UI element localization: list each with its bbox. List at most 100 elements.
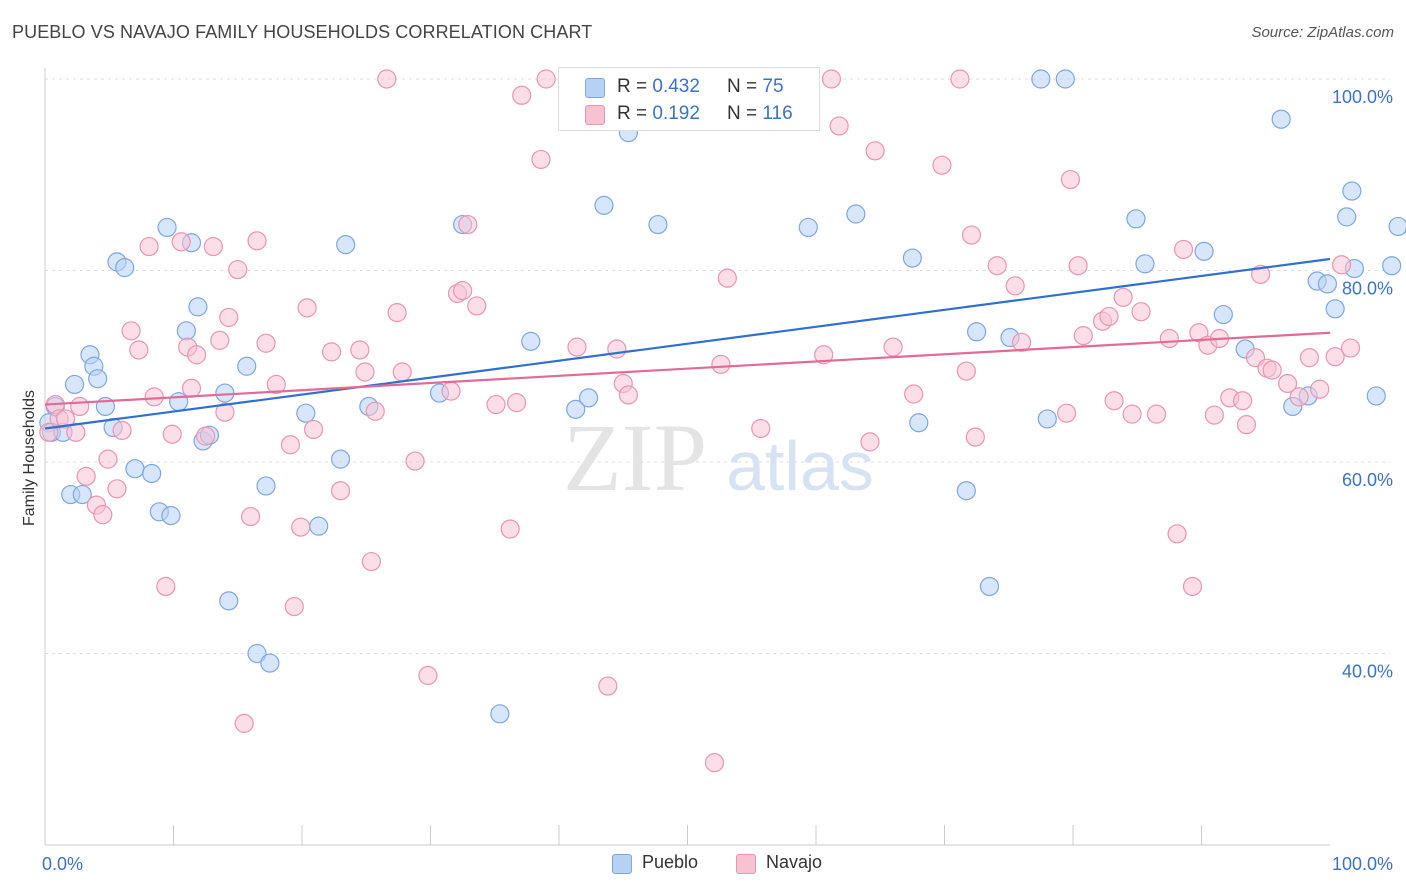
navajo-point (467, 296, 487, 316)
navajo-point (965, 427, 985, 447)
navajo-point (1131, 302, 1151, 322)
pueblo-r-value: 0.432 (652, 76, 700, 97)
pueblo-point (219, 591, 239, 611)
pueblo-point (521, 331, 541, 351)
pueblo-point (247, 643, 267, 664)
navajo-point (418, 665, 438, 686)
y-tick-label: 60.0% (1342, 470, 1393, 490)
navajo-point (1204, 405, 1224, 425)
pueblo-point (88, 369, 108, 389)
navajo-point (1299, 348, 1320, 368)
watermark: ZIP atlas (563, 404, 874, 511)
navajo-point (1104, 391, 1124, 411)
navajo-point (139, 236, 159, 257)
navajo-point (107, 479, 127, 499)
pueblo-point (956, 481, 976, 501)
navajo-point (904, 384, 924, 404)
navajo-point (129, 340, 149, 360)
navajo-trend-line (44, 331, 1331, 406)
pueblo-point (176, 321, 196, 341)
navajo-point (228, 259, 248, 280)
navajo-point (1011, 332, 1032, 352)
navajo-point (512, 85, 532, 105)
navajo-point (821, 69, 842, 89)
navajo-point (355, 362, 375, 382)
navajo-point (1289, 387, 1309, 407)
navajo-n-label: N = (727, 103, 758, 124)
navajo-point (266, 374, 286, 395)
navajo-point (607, 339, 627, 359)
navajo-point (1099, 306, 1119, 327)
navajo-point (987, 256, 1007, 276)
pueblo-point (260, 653, 280, 673)
navajo-point (536, 69, 556, 89)
pueblo-point (648, 214, 668, 235)
navajo-point (405, 451, 425, 471)
pueblo-point (161, 506, 181, 526)
navajo-point (112, 420, 132, 441)
y-axis-label: Family Households (21, 389, 38, 527)
pueblo-point (578, 388, 599, 408)
navajo-point (1159, 328, 1179, 349)
pueblo-point (72, 484, 92, 505)
navajo-point (711, 354, 731, 374)
navajo-legend-label: Navajo (766, 852, 823, 872)
navajo-point (215, 402, 235, 422)
navajo-point (1325, 347, 1345, 367)
navajo-point (458, 214, 478, 235)
navajo-point (361, 551, 381, 572)
navajo-point (55, 409, 76, 429)
navajo-point (291, 517, 311, 537)
navajo-point (1331, 255, 1352, 275)
pueblo-point (1037, 409, 1057, 429)
navajo-point (1340, 338, 1361, 358)
navajo-point (234, 713, 254, 733)
navajo-point (500, 519, 520, 539)
navajo-point (1005, 276, 1025, 296)
source-label: Source: ZipAtlas.com (1251, 24, 1394, 41)
pueblo-n-value: 75 (762, 76, 784, 97)
pueblo-point (967, 322, 987, 342)
navajo-point (187, 345, 207, 365)
pueblo-r-label: R = (617, 76, 648, 97)
navajo-point (76, 466, 96, 486)
navajo-point (241, 506, 261, 527)
pueblo-point (798, 217, 818, 238)
pueblo-point (1271, 109, 1291, 129)
pueblo-point (490, 704, 510, 724)
navajo-r-value: 0.192 (652, 103, 700, 124)
navajo-point (350, 340, 370, 360)
pueblo-point (256, 476, 276, 496)
correlation-legend: R = 0.432 N = 75 R = 0.192 N = 116 (558, 67, 820, 131)
pueblo-point (1194, 241, 1214, 261)
navajo-point (203, 236, 223, 257)
pueblo-point (902, 248, 922, 268)
pueblo-point (1342, 181, 1362, 201)
navajo-point (247, 231, 267, 251)
navajo-point (144, 387, 164, 407)
pueblo-point (1031, 69, 1051, 89)
trend-lines (44, 257, 1331, 430)
navajo-point (1068, 256, 1088, 276)
pueblo-point (330, 449, 351, 469)
series-legend: Pueblo Navajo (0, 852, 1406, 878)
pueblo-trend-line (44, 257, 1331, 430)
pueblo-point (237, 356, 257, 376)
navajo-point (704, 753, 725, 773)
navajo-point (883, 337, 903, 357)
navajo-point (303, 419, 324, 440)
navajo-point (950, 69, 970, 89)
pueblo-point (125, 459, 145, 479)
navajo-point (321, 342, 342, 362)
pueblo-point (846, 204, 866, 224)
navajo-point (441, 381, 461, 401)
pueblo-point (1317, 274, 1338, 294)
pueblo-swatch-icon (585, 78, 605, 98)
navajo-point (284, 596, 304, 617)
navajo-point (70, 396, 90, 417)
navajo-point (956, 361, 976, 381)
navajo-point (1233, 391, 1253, 411)
legend-row-pueblo: R = 0.432 N = 75 (559, 74, 819, 100)
navajo-point (814, 345, 834, 365)
